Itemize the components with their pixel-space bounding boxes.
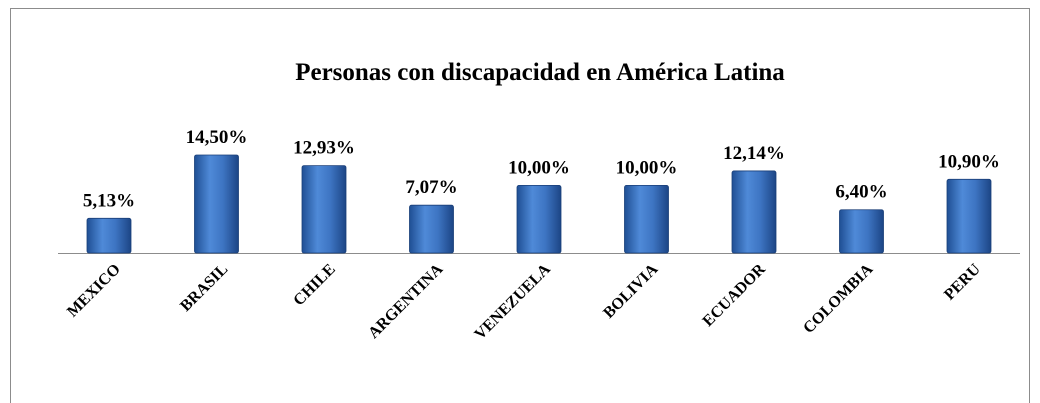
bar: [194, 154, 239, 254]
value-label: 12,93%: [293, 138, 355, 159]
value-label: 12,14%: [723, 143, 785, 164]
value-label: 10,00%: [508, 157, 570, 178]
bar: [86, 217, 132, 254]
bar: [839, 209, 884, 254]
bar: [301, 165, 347, 254]
chart-title: Personas con discapacidad en América Lat…: [295, 59, 785, 86]
bar: [624, 184, 669, 254]
bar: [409, 204, 454, 254]
value-label: 7,07%: [405, 177, 457, 198]
bar: [731, 170, 777, 254]
bar: [516, 184, 562, 254]
value-label: 5,13%: [83, 190, 135, 211]
value-label: 6,40%: [835, 182, 887, 203]
value-label: 14,50%: [186, 127, 248, 148]
bar: [946, 178, 992, 254]
value-label: 10,90%: [938, 151, 1000, 172]
value-label: 10,00%: [616, 157, 678, 178]
